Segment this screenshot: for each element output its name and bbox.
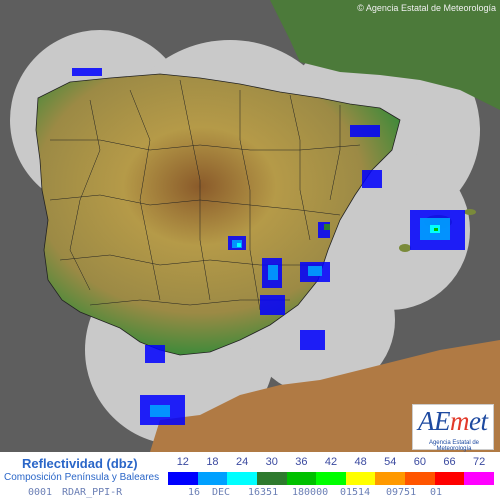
copyright-notice: © Agencia Estatal de Meteorología bbox=[357, 3, 496, 13]
legend-swatch bbox=[345, 472, 376, 485]
legend-swatch bbox=[464, 472, 494, 485]
radar-echoes bbox=[72, 68, 465, 425]
legend-swatch bbox=[286, 472, 317, 485]
legend-value: 18 bbox=[206, 456, 219, 468]
france-landmass bbox=[270, 0, 500, 110]
aemet-logo-subtitle: Agencia Estatal de Meteorología bbox=[428, 440, 480, 452]
status-code5: 01 bbox=[430, 487, 443, 498]
status-code2: 180000 bbox=[292, 487, 329, 498]
status-day: 16 bbox=[188, 487, 201, 498]
legend-value: 54 bbox=[384, 456, 397, 468]
legend-swatch bbox=[316, 472, 346, 485]
legend-subtitle: Composición Península y Baleares bbox=[4, 472, 160, 483]
legend-value: 48 bbox=[354, 456, 367, 468]
legend-title: Reflectividad (dbz) bbox=[22, 456, 138, 471]
legend-value: 42 bbox=[324, 456, 338, 468]
status-id: 0001 bbox=[28, 487, 53, 498]
status-month: DEC bbox=[212, 487, 231, 498]
legend-swatch bbox=[405, 472, 435, 485]
legend-value: 12 bbox=[176, 456, 189, 468]
legend-value: 66 bbox=[443, 456, 456, 468]
legend-swatch bbox=[197, 472, 228, 485]
legend-value: 60 bbox=[413, 456, 427, 468]
legend-swatch bbox=[434, 472, 465, 485]
legend-value: 30 bbox=[265, 456, 278, 468]
status-code1: 16351 bbox=[248, 487, 279, 498]
legend-swatches bbox=[168, 472, 494, 485]
legend-swatch bbox=[227, 472, 257, 485]
province-borders bbox=[49, 79, 361, 311]
map-canvas bbox=[10, 0, 500, 452]
legend-swatch bbox=[375, 472, 406, 485]
legend-values: 12 18 24 30 36 42 48 54 60 66 72 bbox=[168, 456, 494, 468]
legend-value: 72 bbox=[473, 456, 486, 468]
legend-value: 24 bbox=[235, 456, 249, 468]
legend-swatch bbox=[168, 472, 198, 485]
status-bar: 0001 RDAR_PPI-R 16 DEC 16351 180000 0151… bbox=[0, 486, 500, 500]
aemet-logo: AEmet Agencia Estatal de Meteorología bbox=[412, 404, 494, 452]
legend-value: 36 bbox=[295, 456, 308, 468]
reflectivity-legend: Reflectividad (dbz) Composición Penínsul… bbox=[0, 452, 500, 486]
status-product: RDAR_PPI-R bbox=[62, 487, 123, 498]
status-code4: 09751 bbox=[386, 487, 417, 498]
iberian-peninsula bbox=[35, 73, 401, 356]
legend-swatch bbox=[256, 472, 287, 485]
status-code3: 01514 bbox=[340, 487, 371, 498]
aemet-logo-wordmark: AEmet bbox=[418, 406, 488, 436]
